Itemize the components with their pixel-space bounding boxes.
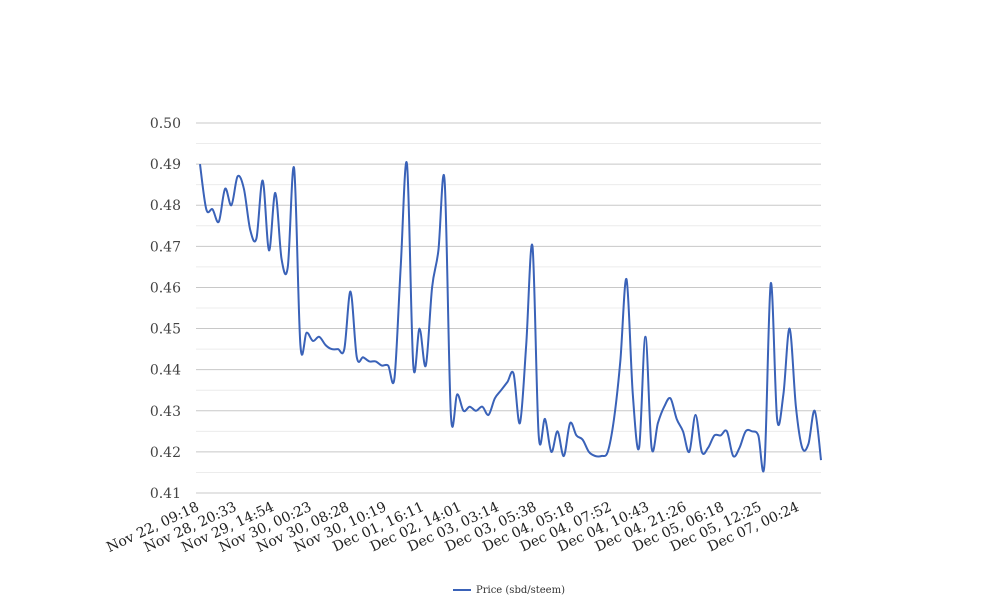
legend: Price (sbd/steem): [453, 585, 565, 596]
series-line-price: [199, 160, 822, 473]
y-tick-label: 0.41: [150, 486, 181, 502]
series-layer: [199, 160, 822, 473]
y-tick-label: 0.47: [150, 239, 181, 255]
y-tick-label: 0.45: [150, 322, 181, 338]
legend-label: Price (sbd/steem): [476, 585, 565, 596]
y-tick-label: 0.48: [150, 198, 181, 214]
y-axis-ticks: 0.50 0.49 0.48 0.47 0.46 0.45 0.44 0.43 0.42 0.41: [150, 116, 181, 502]
y-tick-label: 0.44: [150, 363, 181, 379]
y-tick-label: 0.50: [150, 116, 181, 132]
y-tick-label: 0.42: [150, 445, 181, 461]
y-tick-label: 0.43: [150, 404, 181, 420]
y-tick-label: 0.49: [150, 157, 181, 173]
grid-lines: [196, 122, 821, 494]
y-tick-label: 0.46: [150, 280, 181, 296]
